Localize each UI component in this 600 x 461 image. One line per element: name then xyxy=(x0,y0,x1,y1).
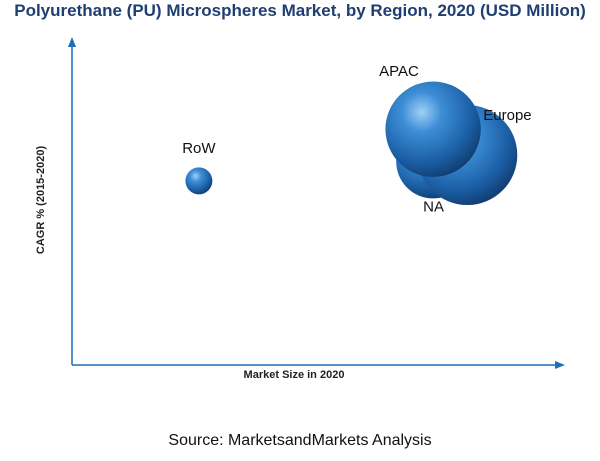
x-axis-title: Market Size in 2020 xyxy=(244,369,345,381)
bubble-row xyxy=(185,167,213,195)
bubble-label-row: RoW xyxy=(182,140,216,157)
chart-title: Polyurethane (PU) Microspheres Market, b… xyxy=(14,1,586,20)
source-note: Source: MarketsandMarkets Analysis xyxy=(168,432,431,449)
y-axis-title: CAGR % (2015-2020) xyxy=(35,146,47,255)
bubble-label-europe: Europe xyxy=(483,107,531,124)
bubble-label-apac: APAC xyxy=(379,63,419,80)
bubble-apac xyxy=(385,81,481,177)
bubble-layer xyxy=(185,81,518,206)
bubble-label-layer: RoW NA Europe APAC xyxy=(182,63,531,215)
axes xyxy=(68,37,565,369)
bubble-label-na: NA xyxy=(423,199,444,216)
